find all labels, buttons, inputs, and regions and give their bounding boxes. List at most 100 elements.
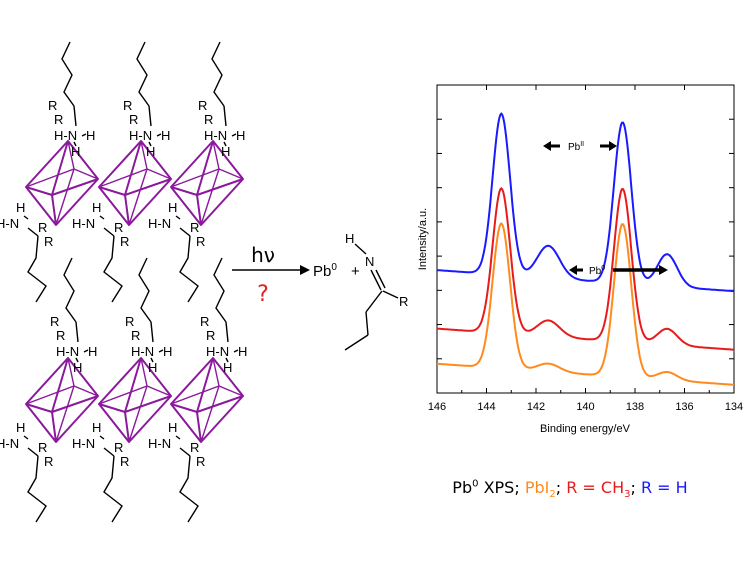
x-tick-label: 142 [527, 401, 545, 413]
h-n-label: H-N [148, 216, 171, 231]
h-n-label: H-N [0, 436, 19, 451]
h-n-label: H-N [72, 436, 95, 451]
r-label: R [125, 314, 134, 329]
imine-h-label: H [345, 231, 354, 246]
r-label: R [114, 220, 123, 235]
h-label: H [92, 420, 101, 435]
h-label: H [16, 200, 25, 215]
caption-r-ch3: R = CH3 [566, 478, 631, 501]
h-n-label: H-N [206, 344, 229, 359]
butylammonium-cation: RRH-N HH [50, 257, 97, 375]
h-label: H [16, 420, 25, 435]
plot-frame [436, 84, 735, 394]
product-pb0: Pb0 [313, 262, 337, 280]
r-label: R [120, 234, 129, 249]
imine-molecule: H N R [344, 231, 408, 351]
h-label: H [71, 144, 80, 159]
r-label: R [48, 98, 57, 113]
h-n-label: H-N [204, 128, 227, 143]
caption-r-h: R = H [640, 478, 688, 497]
r-label: R [38, 220, 47, 235]
caption-pbi2: PbI2 [524, 478, 556, 501]
legend-caption: Pb0 XPS; PbI2; R = CH3; R = H [420, 478, 720, 500]
r-label: R [131, 328, 140, 343]
h-n-label: H-N [148, 436, 171, 451]
reaction-scheme: hν ? Pb0 + H N R [232, 231, 408, 351]
pbi6-octahedron [98, 140, 172, 226]
x-tick-label: 144 [477, 401, 495, 413]
r-label: R [44, 454, 53, 469]
reaction-arrowhead [300, 265, 310, 275]
caption-sep1: ; [555, 478, 567, 497]
h-n-label: H-N [131, 344, 154, 359]
h-n-label: H-N [129, 128, 152, 143]
imine-r-label: R [399, 294, 408, 309]
r-label: R [44, 234, 53, 249]
r-label: R [200, 314, 209, 329]
butylammonium-cation: RRH-N HH [125, 257, 172, 375]
butylammonium-cation: RRH-N HH [123, 41, 170, 159]
h-n-label: H-N [56, 344, 79, 359]
plus-sign: + [351, 263, 360, 280]
r-label: R [198, 98, 207, 113]
h-label: H [88, 344, 97, 359]
h-n-label: H-N [72, 216, 95, 231]
xps-series-line [436, 112, 735, 293]
x-tick-label: 140 [576, 401, 594, 413]
r-label: R [206, 328, 215, 343]
x-axis-label: Binding energy/eV [540, 423, 631, 435]
butylammonium-cation: HH-N RR [148, 200, 205, 303]
x-tick-label: 134 [725, 401, 743, 413]
h-label: H [73, 360, 82, 375]
r-label: R [196, 234, 205, 249]
r-label: R [54, 112, 63, 127]
imine-n-label: N [365, 254, 374, 269]
butylammonium-cation: HH-N RR [148, 420, 205, 523]
r-label: R [50, 314, 59, 329]
pb2-label: PbII [568, 141, 584, 153]
h-label: H [161, 128, 170, 143]
h-label: H [163, 344, 172, 359]
h-label: H [146, 144, 155, 159]
r-label: R [114, 440, 123, 455]
pbi6-octahedron [98, 357, 172, 443]
pbi6-octahedron [170, 357, 244, 443]
pb0-label: Pb0 [589, 265, 605, 277]
h-label: H [236, 128, 245, 143]
h-label: H [168, 200, 177, 215]
x-axis-ticks: 146 144 142 140 138 136 134 [428, 85, 743, 413]
pb2-annotation: PbII [543, 141, 617, 153]
h-label: H [223, 360, 232, 375]
pbi6-octahedron [170, 140, 244, 226]
r-label: R [56, 328, 65, 343]
y-axis-label: Intensity/a.u. [417, 208, 429, 270]
r-label: R [123, 98, 132, 113]
r-label: R [120, 454, 129, 469]
h-n-label: H-N [0, 216, 19, 231]
h-label: H [148, 360, 157, 375]
xps-curves [436, 112, 735, 386]
butylammonium-cation: HH-N RR [72, 200, 129, 303]
h-label: H [238, 344, 247, 359]
h-label: H [168, 420, 177, 435]
r-label: R [190, 220, 199, 235]
r-label: R [38, 440, 47, 455]
xps-chart: 146 144 142 140 138 136 134 Binding energy/eV … [417, 84, 743, 435]
x-tick-label: 146 [428, 401, 446, 413]
condition-hv: hν [251, 243, 275, 267]
pb0-annotation: Pb0 [569, 265, 668, 277]
r-label: R [190, 440, 199, 455]
y-axis-ticks [437, 118, 734, 360]
butylammonium-cation: HH-N RR [0, 420, 53, 523]
butylammonium-cation: RRH-N HH [198, 41, 245, 159]
h-label: H [86, 128, 95, 143]
h-label: H [221, 144, 230, 159]
pbi6-octahedron [25, 357, 99, 443]
caption-pb0: Pb [452, 478, 473, 497]
xps-series-line [436, 222, 735, 386]
caption-xps: XPS; [478, 478, 525, 497]
r-label: R [204, 112, 213, 127]
butylammonium-cation: RRH-N HH [48, 41, 95, 159]
